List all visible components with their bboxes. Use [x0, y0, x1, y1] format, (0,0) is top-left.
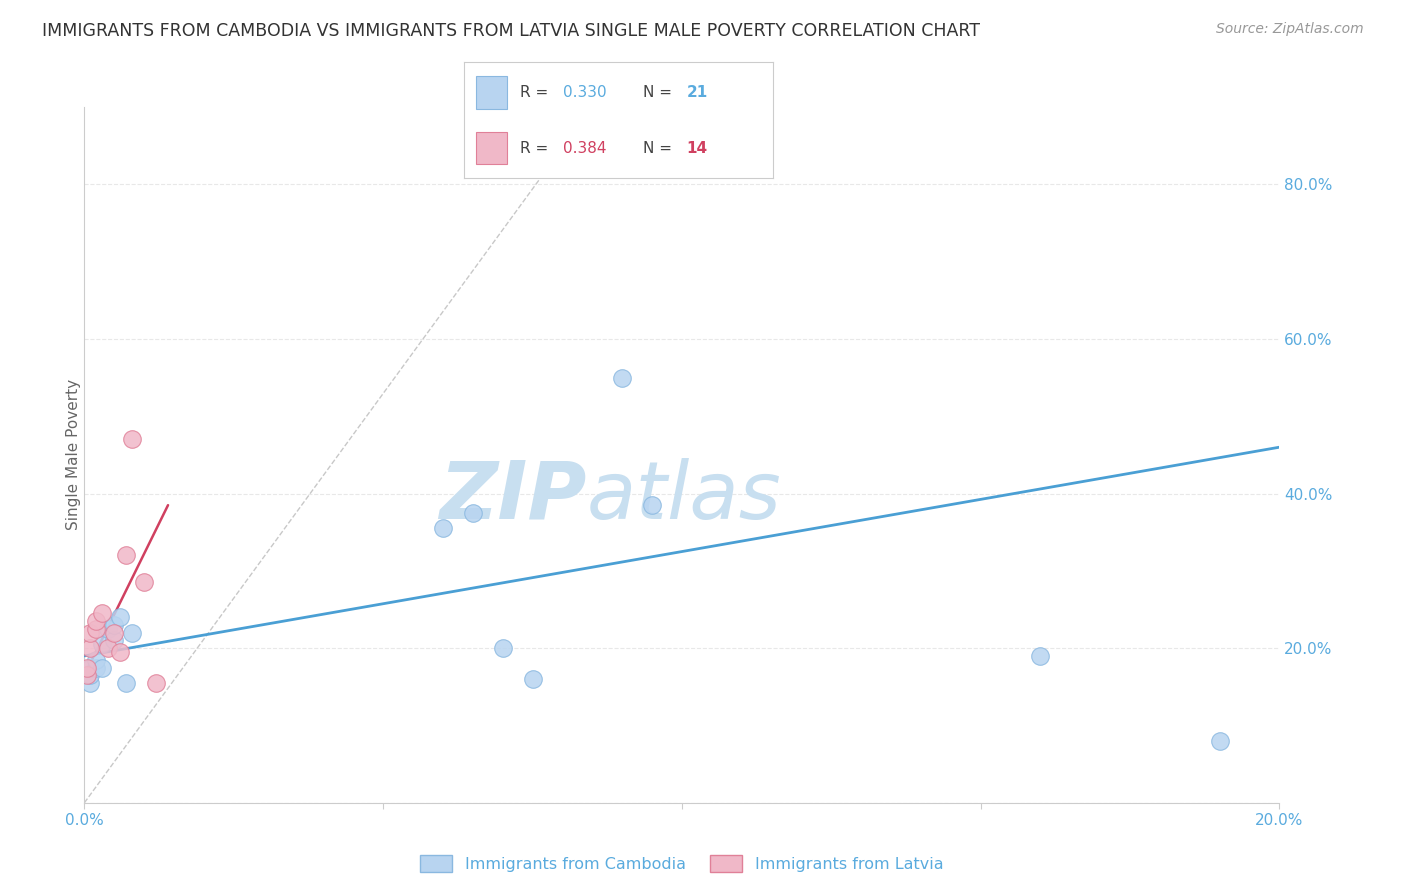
Text: ZIP: ZIP: [439, 458, 586, 536]
Point: [103, 633, 125, 648]
Point: [97, 622, 120, 636]
FancyBboxPatch shape: [477, 132, 508, 164]
Text: atlas: atlas: [586, 458, 782, 536]
Text: Source: ZipAtlas.com: Source: ZipAtlas.com: [1216, 22, 1364, 37]
Point: [79, 676, 101, 690]
Point: [76, 660, 98, 674]
Point: [132, 575, 156, 590]
Point: [86, 614, 108, 628]
Point: [115, 549, 138, 563]
Point: [103, 618, 125, 632]
Text: N =: N =: [644, 85, 678, 100]
Point: [121, 625, 143, 640]
Point: [79, 660, 101, 674]
Text: 14: 14: [686, 141, 707, 156]
Point: [97, 641, 120, 656]
Point: [461, 506, 484, 520]
Point: [103, 625, 125, 640]
Point: [91, 607, 114, 621]
Point: [121, 433, 143, 447]
Point: [91, 637, 114, 651]
Point: [91, 660, 114, 674]
Text: 0.330: 0.330: [562, 85, 606, 100]
Point: [79, 625, 101, 640]
Point: [79, 641, 101, 656]
Point: [432, 521, 454, 535]
Point: [610, 370, 633, 384]
Point: [115, 676, 138, 690]
FancyBboxPatch shape: [477, 77, 508, 109]
Y-axis label: Single Male Poverty: Single Male Poverty: [66, 379, 80, 531]
Point: [79, 668, 101, 682]
Text: R =: R =: [520, 141, 553, 156]
Text: 21: 21: [686, 85, 709, 100]
Point: [641, 498, 664, 512]
Point: [1029, 648, 1052, 663]
Point: [522, 672, 544, 686]
Text: R =: R =: [520, 85, 553, 100]
Point: [86, 653, 108, 667]
Point: [1208, 734, 1232, 748]
Point: [86, 622, 108, 636]
Point: [110, 610, 132, 624]
Point: [145, 676, 167, 690]
Legend: Immigrants from Cambodia, Immigrants from Latvia: Immigrants from Cambodia, Immigrants fro…: [413, 849, 950, 879]
Text: IMMIGRANTS FROM CAMBODIA VS IMMIGRANTS FROM LATVIA SINGLE MALE POVERTY CORRELATI: IMMIGRANTS FROM CAMBODIA VS IMMIGRANTS F…: [42, 22, 980, 40]
Text: 0.384: 0.384: [562, 141, 606, 156]
Point: [76, 668, 98, 682]
Point: [110, 645, 132, 659]
Point: [86, 660, 108, 674]
Point: [492, 641, 515, 656]
Text: N =: N =: [644, 141, 678, 156]
